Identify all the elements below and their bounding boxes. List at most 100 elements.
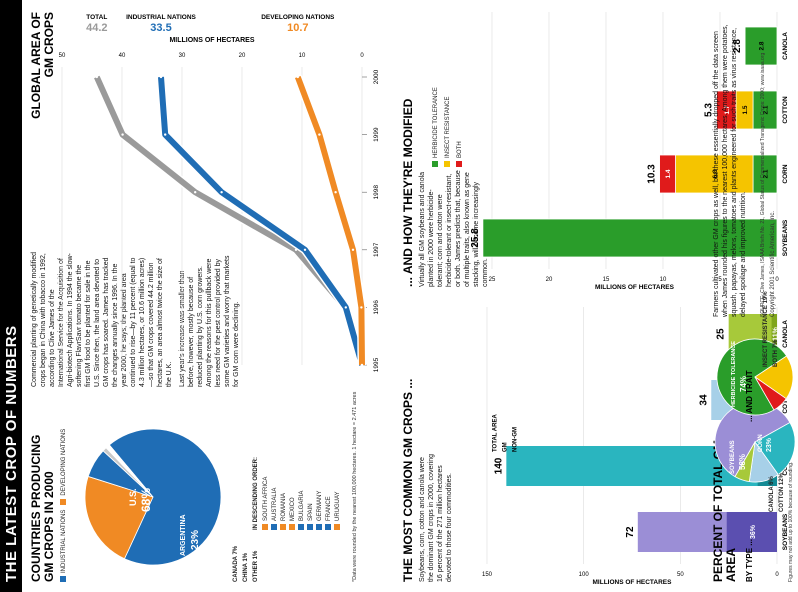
descending-swatch (280, 524, 287, 530)
common-tick-label: 0 (775, 572, 779, 578)
percent-pies (714, 338, 796, 483)
trend-year-label: 1996 (373, 300, 380, 315)
trend-axis-label: MILLIONS OF HECTARES (169, 37, 254, 44)
descending-item-label: SOUTH AFRICA (263, 476, 269, 521)
modified-total-value: 25.8 (470, 228, 481, 248)
trend-point (194, 190, 197, 194)
trend-tick-label: 10 (299, 53, 306, 59)
herbicide-label: HERBICIDE TOLERANCE (731, 341, 737, 407)
descending-item-label: BULGARIA (299, 490, 305, 521)
descending-swatch (262, 524, 269, 530)
trend-tick-label: 40 (119, 53, 126, 59)
trend-line-2 (294, 75, 365, 366)
descending-item: MEXICO (289, 477, 298, 530)
descending-item: FRANCE (325, 477, 334, 530)
common-gm-pct: 11% (772, 326, 779, 340)
trend-line-1 (158, 76, 365, 366)
descending-swatch (334, 524, 341, 530)
modified-bar-segment (744, 26, 778, 66)
trend-point (220, 190, 223, 194)
countries-pie-slice-0 (108, 428, 222, 566)
common-legend-label: NON-GM (512, 427, 518, 452)
trend-point (360, 363, 364, 367)
trend-point (303, 248, 307, 251)
trend-end-value: 33.5 (150, 22, 171, 34)
descending-item: AUSTRALIA (271, 477, 280, 530)
canola-label: CANOLA 6% (768, 476, 776, 512)
trend-point (296, 75, 299, 79)
modified-segment-value: 1.7 (724, 105, 731, 114)
descending-item: ROMANIA (280, 477, 289, 530)
type-pie-slice-1 (754, 422, 796, 476)
common-axis-label: MILLIONS OF HECTARES (593, 579, 673, 586)
descending-item-label: ROMANIA (281, 492, 287, 521)
source-line: SOURCE: Clive James, ISAAA Briefs No. 21… (760, 52, 766, 317)
modified-segment-value: 2.1 (763, 105, 770, 114)
modified-chart: 25 20 15 10 5 0 MILLIONS OF HECTARES 25.8 SOYBEA… (470, 12, 789, 291)
trend-end-value: 10.7 (287, 22, 308, 34)
descending-swatch (316, 524, 323, 530)
trend-line-0 (94, 75, 365, 366)
common-bar-gm (726, 512, 778, 552)
descending-item-label: AUSTRALIA (272, 487, 278, 521)
trend-tick-label: 50 (59, 53, 66, 59)
corn-pct: 23% (766, 437, 773, 452)
descending-item-label: URUGUAY (335, 491, 341, 521)
common-legend-label: TOTAL AREA (492, 414, 498, 452)
modified-category-label: CORN (782, 164, 789, 183)
descending-item: SOUTH AFRICA (262, 477, 271, 530)
common-total-value: 140 (493, 457, 504, 474)
corn-label: CORN (758, 434, 764, 452)
copyright-line: Copyright 2001 Scientific American, Inc. (770, 210, 776, 317)
both-label: BOTH 7% (772, 340, 780, 367)
trend-year-label: 1999 (373, 127, 380, 142)
descending-swatch (298, 524, 305, 530)
type-pie-slice-0 (714, 401, 791, 478)
common-total-value: 34 (698, 394, 709, 406)
type-pie (714, 401, 796, 483)
modified-total-value: 2.8 (732, 39, 743, 53)
common-total-value: 72 (625, 526, 636, 538)
argentina-label: ARGENTINA (180, 514, 187, 556)
descending-swatch (325, 524, 332, 530)
trait-pie-slice-2 (754, 376, 787, 411)
modified-axis-label: MILLIONS OF HECTARES (595, 284, 675, 291)
trend-point (164, 133, 167, 136)
canada-label: CANADA 7% (233, 545, 239, 582)
common-total-value: 25 (716, 328, 727, 340)
countries-heading: COUNTRIES PRODUCING GM CROPS IN 2000 (29, 434, 56, 582)
trend-chart: 50 40 30 20 10 0 MILLIONS OF HECTARES 1995 1996 1… (59, 14, 380, 372)
common-tick-label: 100 (579, 572, 590, 578)
legend-developing: DEVELOPING NATIONS (61, 428, 67, 496)
common-gm-pct: 36% (750, 524, 757, 539)
trend-year-label: 1998 (373, 185, 380, 200)
other-label: OTHER 1% (253, 550, 259, 582)
common-tick-label: 150 (482, 572, 493, 578)
trend-heading: GLOBAL AREA OF GM CROPS (29, 12, 56, 119)
title-bar: THE LATEST CROP OF NUMBERS (0, 0, 22, 592)
cotton-name: COTTON (779, 486, 785, 512)
modified-tick-label: 5 (718, 277, 722, 283)
descending-item-label: MEXICO (290, 497, 296, 521)
canola-name: CANOLA (769, 486, 775, 512)
modified-category-label: SOYBEANS (782, 219, 789, 256)
descending-list: SOUTH AFRICA AUSTRALIA ROMANIA MEXICO BULGAR… (262, 477, 343, 530)
legend-swatch-developing (60, 498, 67, 505)
trend-plot: 50 40 30 20 10 0 MILLIONS OF HECTARES 1995 1996 1… (59, 14, 380, 372)
us-label: U.S. (128, 488, 138, 506)
soy-label: SOYBEANS (730, 440, 736, 474)
modified-plot: 25 20 15 10 5 0 MILLIONS OF HECTARES 25.8 SOYBEA… (470, 12, 789, 291)
modified-total-value: 10.3 (647, 164, 658, 184)
canola-pct: 6% (769, 476, 775, 485)
modified-category-label: CANOLA (782, 32, 789, 60)
countries-pie-slice-1 (84, 475, 154, 560)
descending-item-label: GERMANY (317, 490, 323, 521)
modified-bar-segment (716, 90, 737, 130)
modified-segment-value: 2.1 (763, 169, 770, 178)
trend-point (344, 306, 347, 309)
trend-point (95, 75, 99, 79)
modified-bar-segment (659, 154, 676, 194)
modified-segment-value: 1.4 (665, 169, 672, 178)
